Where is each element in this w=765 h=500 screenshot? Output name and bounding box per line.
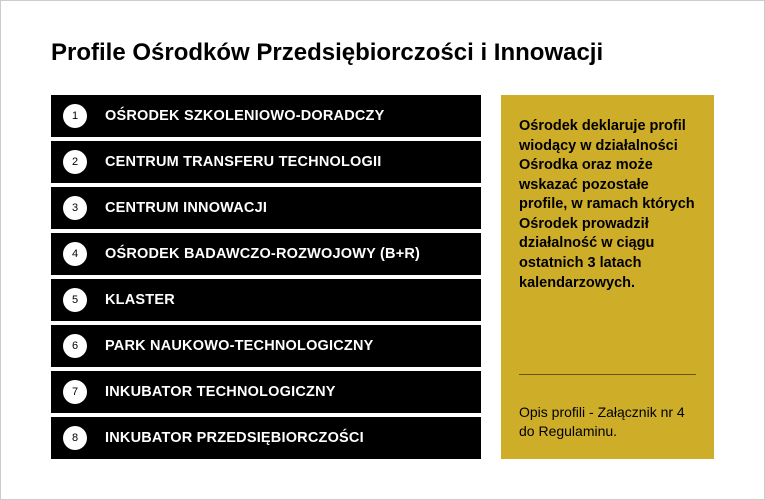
list-item: 3 CENTRUM INNOWACJI (51, 187, 481, 229)
list-item: 5 KLASTER (51, 279, 481, 321)
bullet-number: 4 (63, 242, 87, 266)
bullet-number: 5 (63, 288, 87, 312)
item-label: OŚRODEK SZKOLENIOWO-DORADCZY (105, 108, 385, 124)
list-item: 1 OŚRODEK SZKOLENIOWO-DORADCZY (51, 95, 481, 137)
slide-container: Profile Ośrodków Przedsiębiorczości i In… (1, 1, 764, 489)
bullet-number: 8 (63, 426, 87, 450)
bullet-number: 1 (63, 104, 87, 128)
sidebar-box: Ośrodek deklaruje profil wiodący w dział… (501, 95, 714, 459)
item-label: CENTRUM TRANSFERU TECHNOLOGII (105, 154, 381, 170)
bullet-number: 2 (63, 150, 87, 174)
bullet-number: 6 (63, 334, 87, 358)
bullet-number: 7 (63, 380, 87, 404)
list-item: 2 CENTRUM TRANSFERU TECHNOLOGII (51, 141, 481, 183)
content-row: 1 OŚRODEK SZKOLENIOWO-DORADCZY 2 CENTRUM… (51, 95, 714, 459)
bullet-number: 3 (63, 196, 87, 220)
page-title: Profile Ośrodków Przedsiębiorczości i In… (51, 39, 714, 67)
item-label: KLASTER (105, 292, 175, 308)
list-item: 6 PARK NAUKOWO-TECHNOLOGICZNY (51, 325, 481, 367)
item-label: OŚRODEK BADAWCZO-ROZWOJOWY (B+R) (105, 246, 420, 262)
list-item: 8 INKUBATOR PRZEDSIĘBIORCZOŚCI (51, 417, 481, 459)
item-label: INKUBATOR PRZEDSIĘBIORCZOŚCI (105, 430, 364, 446)
sidebar-note-text: Opis profili - Załącznik nr 4 do Regulam… (519, 403, 696, 441)
item-label: PARK NAUKOWO-TECHNOLOGICZNY (105, 338, 374, 354)
sidebar-main-text: Ośrodek deklaruje profil wiodący w dział… (519, 117, 696, 360)
list-item: 7 INKUBATOR TECHNOLOGICZNY (51, 371, 481, 413)
item-label: CENTRUM INNOWACJI (105, 200, 267, 216)
list-item: 4 OŚRODEK BADAWCZO-ROZWOJOWY (B+R) (51, 233, 481, 275)
sidebar-divider (519, 374, 696, 375)
item-label: INKUBATOR TECHNOLOGICZNY (105, 384, 336, 400)
profiles-list: 1 OŚRODEK SZKOLENIOWO-DORADCZY 2 CENTRUM… (51, 95, 481, 459)
